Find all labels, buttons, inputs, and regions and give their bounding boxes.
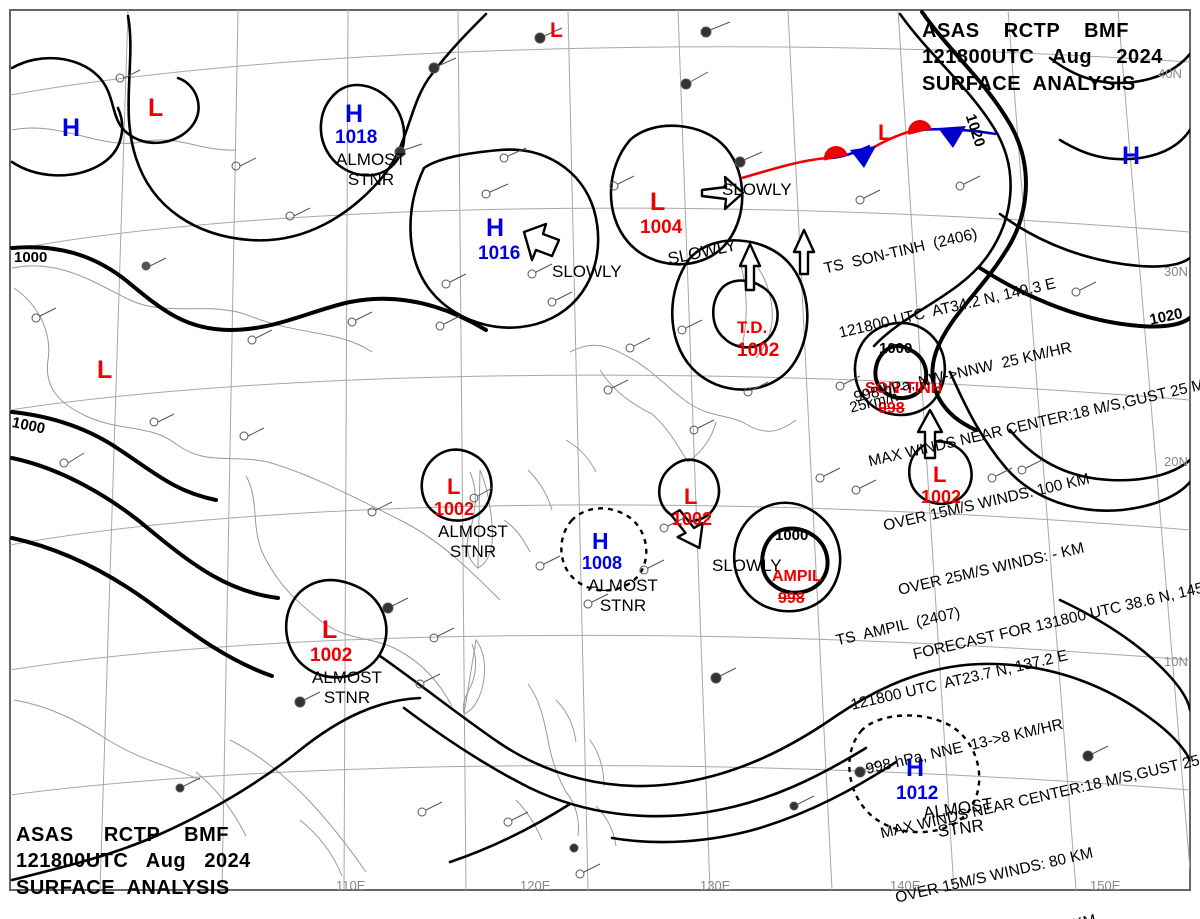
isobars [10,10,1190,882]
motion-arrow-son-tinh [916,408,944,460]
motion-arrow-l1004 [700,175,745,211]
h1008-dashed [560,507,648,592]
coastlines [11,127,797,877]
cold-front-triangle-2 [938,126,966,148]
motion-arrow-td [738,242,762,292]
cold-front-triangle [850,146,876,168]
motion-arrow-h1016 [522,222,561,262]
front-low-marker: L [878,120,891,145]
dashed-contours [560,507,981,834]
map-frame [9,9,1191,891]
station-plots [31,21,1109,879]
frontal-system: L [741,120,997,180]
warm-front-line [741,156,829,180]
warm-front-semicircle [824,146,848,161]
motion-arrows [522,175,944,550]
motion-arrow-l1004b [792,228,816,276]
warm-front-semicircle-2 [908,120,932,135]
h1012-dashed [848,714,981,834]
motion-arrow-l1002 [670,508,704,550]
